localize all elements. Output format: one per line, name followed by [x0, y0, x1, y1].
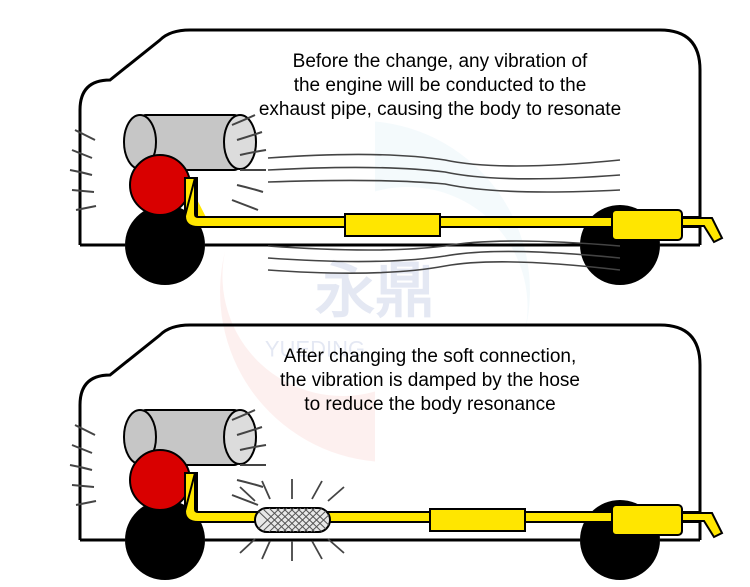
- caption-before: Before the change, any vibration ofthe e…: [230, 50, 650, 121]
- exhaust-system: [185, 473, 722, 537]
- vibration-engine-left: [70, 130, 96, 210]
- panel-before: [0, 0, 750, 290]
- panel-after: [0, 295, 750, 585]
- vibration-body-above: [268, 154, 620, 192]
- diagram-after: [0, 295, 750, 585]
- diagram-before: [0, 0, 750, 290]
- caption-after: After changing the soft connection,the v…: [220, 345, 640, 416]
- exhaust-system: [185, 178, 722, 242]
- flex-hose: [255, 508, 336, 532]
- engine-ball: [130, 450, 190, 510]
- vibration-engine-left: [70, 425, 96, 505]
- engine-ball: [130, 155, 190, 215]
